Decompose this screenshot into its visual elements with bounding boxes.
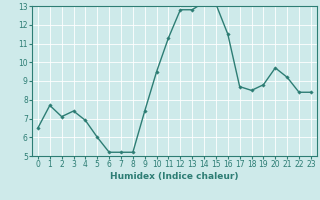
X-axis label: Humidex (Indice chaleur): Humidex (Indice chaleur): [110, 172, 239, 181]
